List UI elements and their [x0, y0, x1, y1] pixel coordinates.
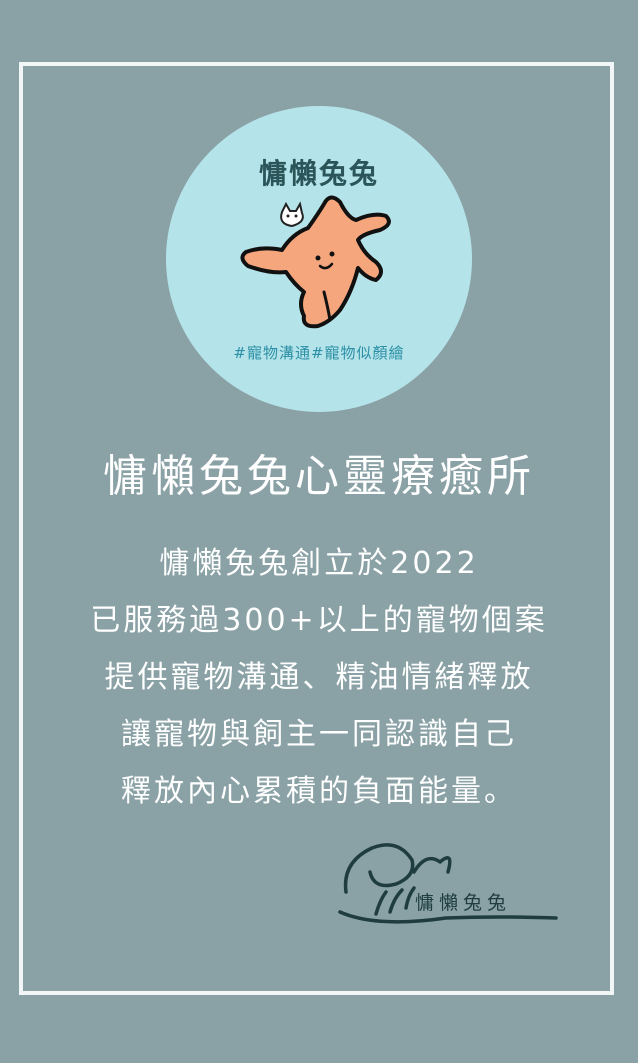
rabbit-illustration	[240, 195, 391, 329]
cat-face-icon	[280, 201, 304, 228]
intro-line: 提供寵物溝通、精油情緒釋放	[104, 660, 534, 695]
signature: 慵懶兔兔	[336, 832, 566, 932]
signature-flourish	[338, 843, 558, 924]
signature-text: 慵懶兔兔	[415, 892, 512, 914]
intro-line: 讓寵物與飼主一同認識自己	[121, 717, 517, 752]
logo-title: 慵懶兔兔	[258, 157, 379, 190]
page-title: 慵懶兔兔心靈療癒所	[103, 451, 535, 502]
logo-hashtags: #寵物溝通#寵物似顏繪	[233, 344, 405, 362]
intro-line: 已服務過300+以上的寵物個案	[90, 603, 548, 638]
intro-paragraph: 慵懶兔兔創立於2022 已服務過300+以上的寵物個案 提供寵物溝通、精油情緒釋…	[19, 535, 619, 820]
logo-badge: 慵懶兔兔 #寵物溝通#寵物似顏繪	[166, 106, 472, 412]
card-frame	[19, 62, 614, 995]
intro-line: 慵懶兔兔創立於2022	[159, 546, 479, 581]
intro-line: 釋放內心累積的負面能量。	[121, 774, 517, 809]
